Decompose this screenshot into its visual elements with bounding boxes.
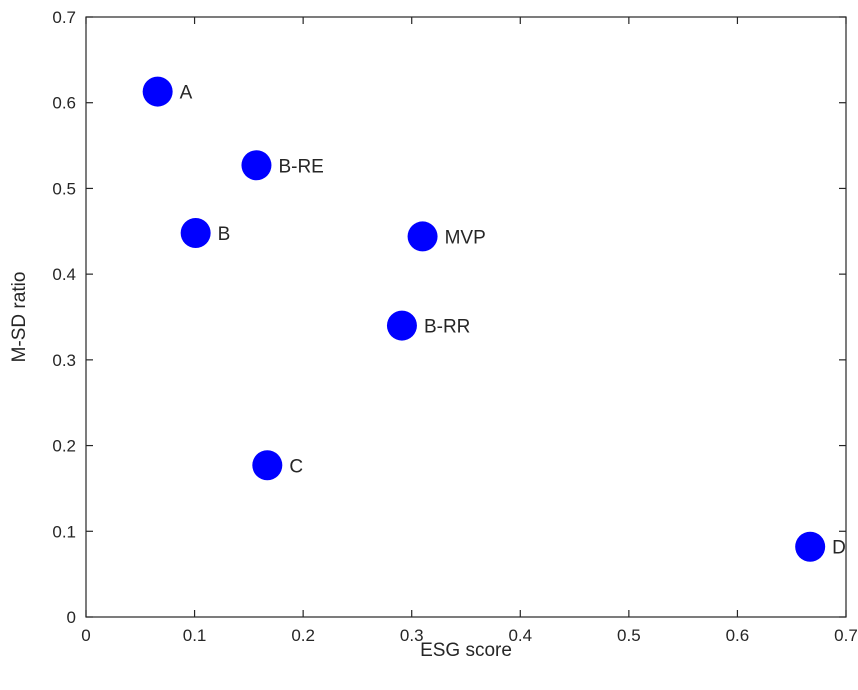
y-tick-label: 0	[67, 608, 76, 627]
x-tick-label: 0.3	[400, 626, 424, 645]
data-point-c	[252, 450, 283, 481]
ticks: 0 0.1 0.2 0.3 0.4 0.5 0.6 0.7 0 0.1 0.2 0.3 0.4 0.5 0.…	[52, 8, 857, 645]
data-point-b	[180, 218, 211, 248]
x-tick-label: 0.2	[291, 626, 315, 645]
point-label-b-rr: B-RR	[424, 317, 470, 338]
point-label-d: D	[832, 538, 846, 559]
data-point-a	[142, 76, 173, 107]
data-point-b-re	[241, 150, 272, 181]
data-point-b-rr	[386, 310, 417, 341]
data-point-d	[795, 531, 826, 562]
x-tick-label: 0.6	[726, 626, 750, 645]
x-axis-label: ESG score	[420, 640, 512, 661]
x-tick-label: 0.5	[617, 626, 641, 645]
y-axis-label: M-SD ratio	[9, 272, 30, 363]
x-tick-label: 0	[81, 626, 90, 645]
y-tick-label: 0.3	[52, 351, 76, 370]
y-tick-label: 0.4	[52, 265, 76, 284]
y-tick-label: 0.7	[52, 8, 76, 27]
x-tick-label: 0.4	[508, 626, 532, 645]
point-label-a: A	[180, 83, 193, 104]
x-tick-label: 0.1	[183, 626, 207, 645]
x-tick-label: 0.7	[834, 626, 858, 645]
axes	[85, 16, 847, 618]
y-tick-label: 0.2	[52, 437, 76, 456]
point-label-c: C	[289, 456, 303, 477]
plot-area-box	[85, 16, 847, 618]
y-tick-label: 0.1	[52, 522, 76, 541]
point-label-b: B	[218, 224, 231, 245]
data-points: A B-RE B MVP B-RR C D	[142, 76, 846, 562]
y-tick-label: 0.5	[52, 179, 76, 198]
point-label-b-re: B-RE	[278, 156, 323, 177]
data-point-mvp	[407, 221, 438, 252]
y-tick-label: 0.6	[52, 94, 76, 113]
point-label-mvp: MVP	[445, 227, 486, 248]
